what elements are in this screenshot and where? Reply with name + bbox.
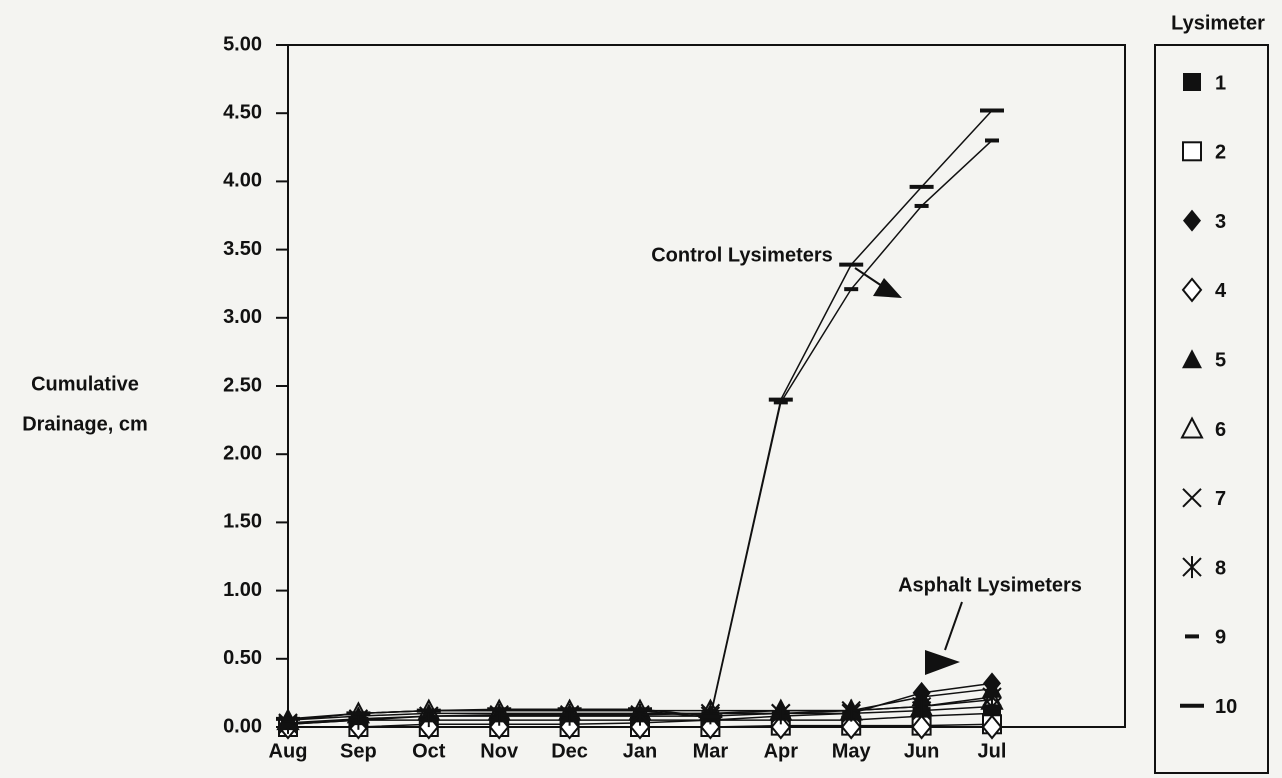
x-tick-label: Sep [340, 740, 377, 762]
x-tick-label: Dec [551, 740, 588, 762]
y-tick-label: 3.00 [223, 306, 262, 328]
x-tick-label: Aug [269, 740, 308, 762]
annotation-arrow [854, 267, 902, 298]
data-point [840, 714, 862, 740]
legend-label: 7 [1215, 488, 1226, 510]
legend-marker [1182, 488, 1202, 508]
y-axis-label: Cumulative [31, 373, 139, 395]
data-point [982, 685, 1002, 708]
legend-marker [1183, 209, 1201, 232]
y-tick-label: 4.00 [223, 170, 262, 192]
legend-label: 1 [1215, 72, 1226, 94]
y-tick-label: 2.50 [223, 374, 262, 396]
legend-marker [1181, 277, 1203, 303]
legend-marker [1182, 141, 1202, 162]
marker-part [840, 714, 862, 740]
data-point [911, 714, 932, 740]
legend-label: 9 [1215, 627, 1226, 649]
marker-part [1182, 141, 1202, 162]
marker-part [911, 714, 932, 740]
legend-label: 6 [1215, 419, 1226, 441]
legend-label: 2 [1215, 142, 1226, 164]
series-line [287, 139, 993, 721]
marker-part [1181, 277, 1203, 303]
legend-label: 8 [1215, 557, 1226, 579]
data-point [911, 695, 932, 718]
legend-label: 4 [1215, 280, 1227, 302]
marker-part [981, 714, 1003, 740]
legend-box [1154, 44, 1269, 774]
annotation-arrow [925, 601, 963, 675]
marker-part [1183, 209, 1201, 232]
y-tick-label: 2.00 [223, 442, 262, 464]
data-point [770, 714, 792, 740]
marker-part [1180, 416, 1204, 439]
legend-label: 5 [1215, 349, 1226, 371]
marker-part [1183, 73, 1201, 91]
annotation: Asphalt Lysimeters [898, 574, 1082, 596]
data-point [771, 702, 791, 725]
marker-part [770, 714, 792, 740]
legend-marker [1182, 349, 1202, 369]
data-point [981, 714, 1003, 740]
legend-marker [1183, 73, 1201, 91]
y-tick-label: 3.50 [223, 238, 262, 260]
x-tick-label: Oct [412, 740, 446, 762]
marker-part [980, 687, 1004, 710]
x-tick-label: Jul [978, 740, 1007, 762]
legend-marker [1180, 416, 1204, 439]
y-tick-label: 1.50 [223, 511, 262, 533]
legend-marker [1182, 556, 1202, 579]
x-tick-label: Jan [623, 740, 657, 762]
y-tick-label: 0.50 [223, 647, 262, 669]
legend-title: Lysimeter [1171, 12, 1265, 34]
legend-label: 10 [1215, 696, 1237, 718]
y-tick-label: 4.50 [223, 101, 262, 123]
legend-label: 3 [1215, 211, 1226, 233]
series-line [287, 109, 993, 720]
y-tick-label: 0.00 [223, 715, 262, 737]
x-tick-label: Jun [904, 740, 940, 762]
y-tick-label: 1.00 [223, 579, 262, 601]
x-tick-label: Apr [764, 740, 799, 762]
x-tick-label: Nov [480, 740, 519, 762]
x-tick-label: May [832, 740, 872, 762]
y-tick-label: 5.00 [223, 33, 262, 55]
marker-part [1182, 349, 1202, 369]
annotation: Control Lysimeters [651, 244, 833, 266]
marker-part [1182, 488, 1202, 508]
data-point [980, 687, 1004, 710]
data-point [841, 699, 861, 722]
y-axis-label: Drainage, cm [22, 413, 148, 435]
x-tick-label: Mar [693, 740, 729, 762]
plot-frame [287, 44, 1126, 728]
